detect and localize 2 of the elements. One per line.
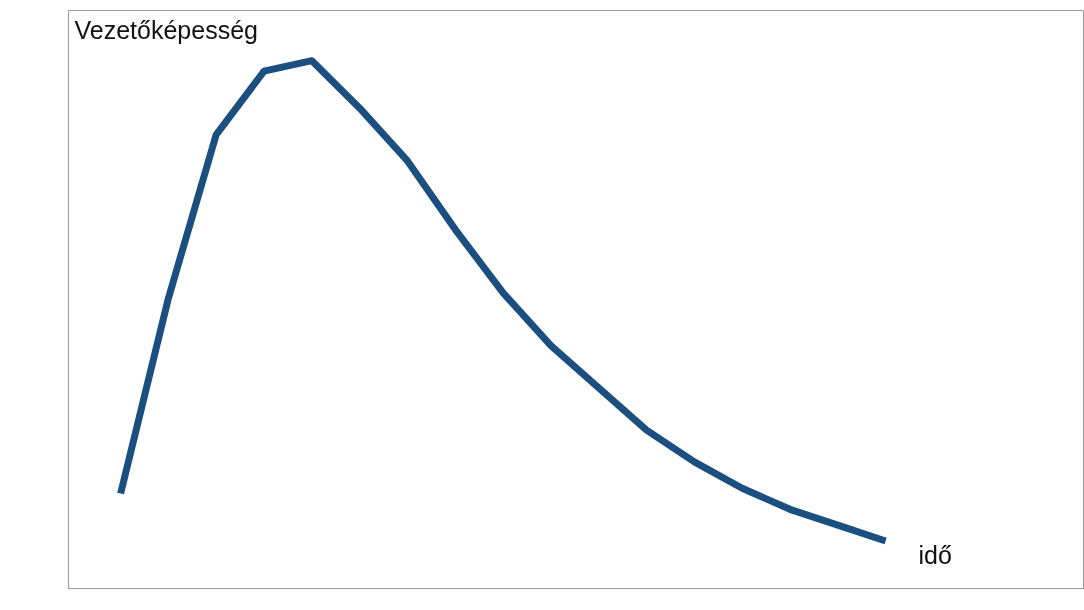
y-axis-title: Vezetőképesség [74,15,258,44]
x-axis-title: idő [918,540,952,569]
